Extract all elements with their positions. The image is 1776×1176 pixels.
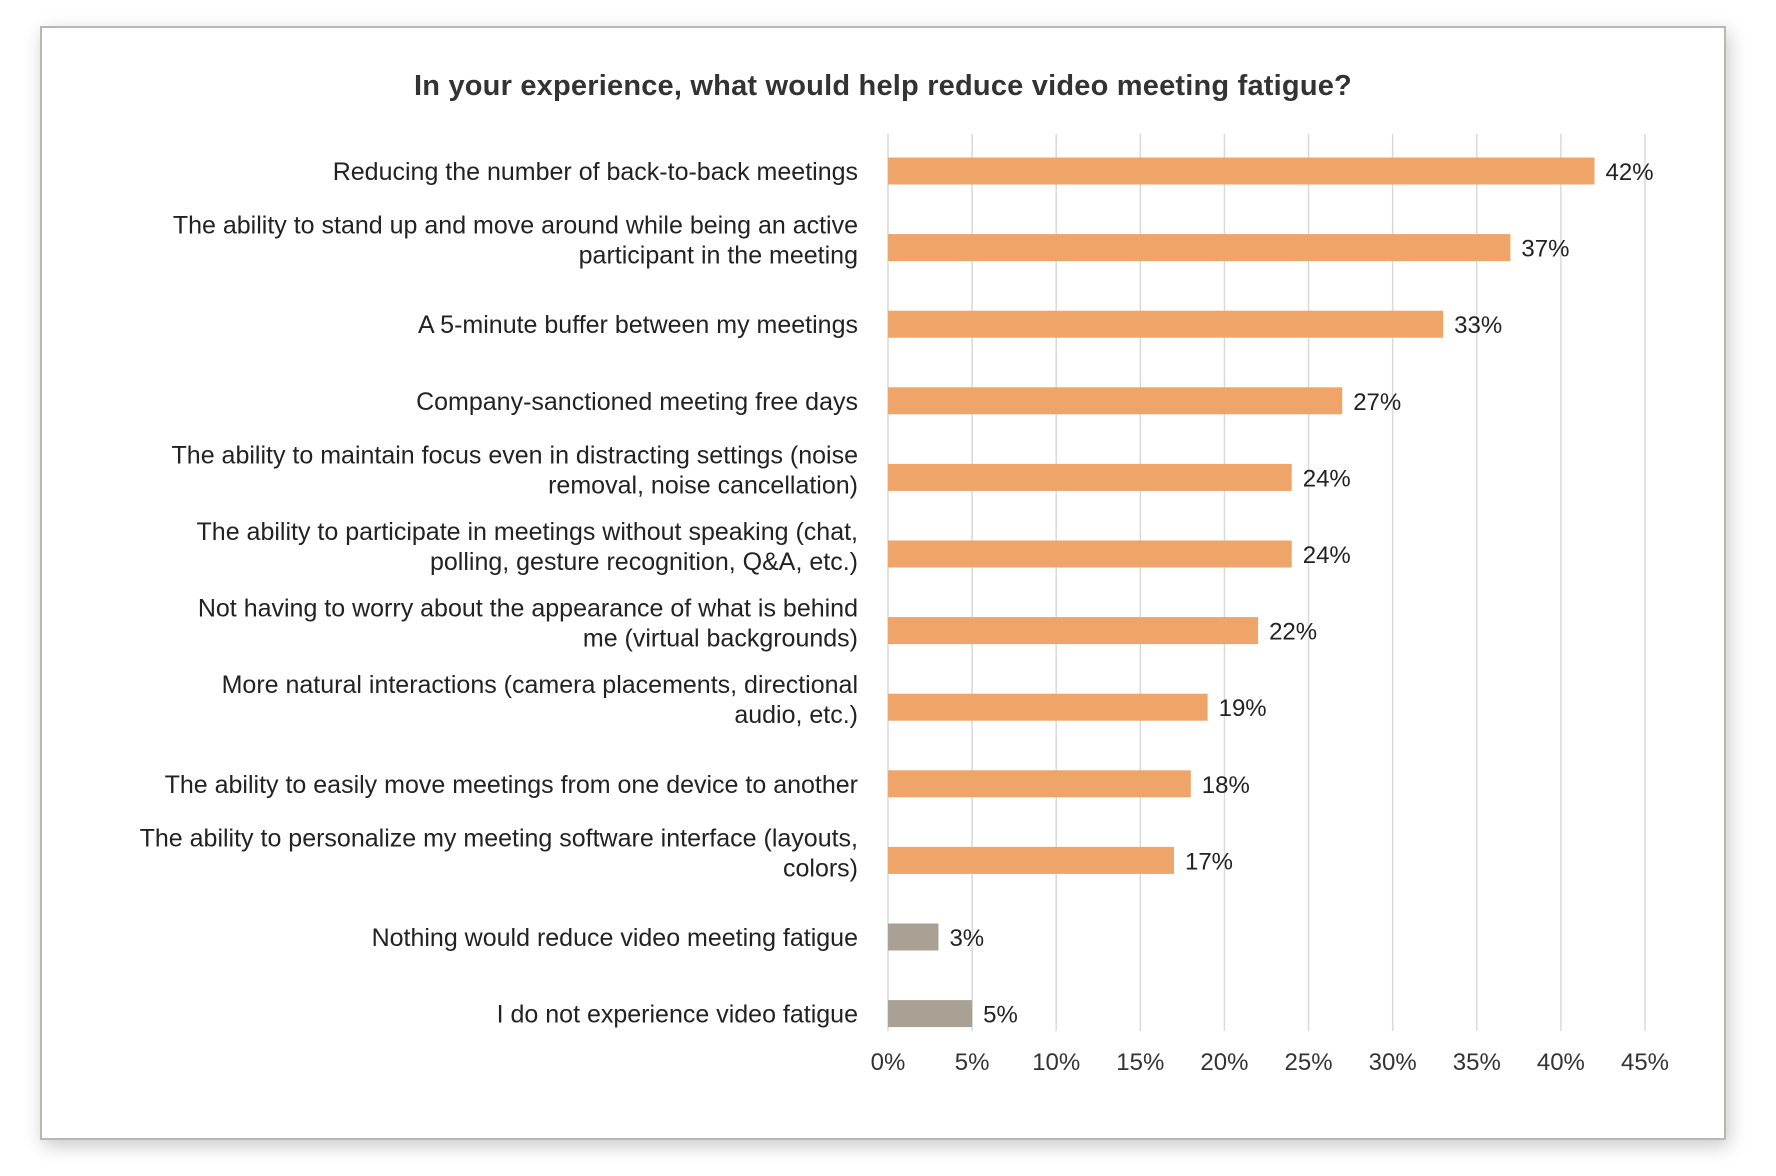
category-label: Not having to worry about the appearance… — [198, 595, 858, 623]
bar — [888, 234, 1511, 262]
bar-value-label: 42% — [1606, 159, 1654, 186]
bar — [888, 157, 1595, 185]
bar-chart: 0% 5% 10% 15% 20% 25% 30% 35% 40% 45% 42% Reducing … — [140, 134, 1669, 1076]
x-tick-label: 25% — [1285, 1049, 1333, 1076]
x-tick-label: 45% — [1621, 1049, 1669, 1076]
bar-value-label: 33% — [1454, 312, 1502, 339]
bar-value-label: 17% — [1185, 848, 1233, 875]
category-label: Nothing would reduce video meeting fatig… — [372, 924, 858, 952]
category-label: The ability to easily move meetings from… — [165, 771, 858, 799]
bar — [888, 540, 1292, 568]
category-label: Company-sanctioned meeting free days — [416, 388, 858, 416]
bar — [888, 770, 1191, 798]
category-label: I do not experience video fatigue — [497, 1001, 858, 1029]
x-tick-label: 40% — [1537, 1049, 1585, 1076]
chart-frame: In your experience, what would help redu… — [40, 26, 1726, 1140]
x-tick-label: 10% — [1032, 1049, 1080, 1076]
bar-value-label: 24% — [1303, 465, 1351, 492]
bar-value-label: 18% — [1202, 772, 1250, 799]
category-label: removal, noise cancellation) — [548, 471, 858, 499]
category-label: colors) — [783, 854, 858, 882]
bar-value-label: 24% — [1303, 542, 1351, 569]
bar — [888, 1000, 973, 1028]
category-label: The ability to maintain focus even in di… — [172, 441, 858, 469]
x-tick-label: 0% — [871, 1049, 906, 1076]
category-label: participant in the meeting — [579, 242, 858, 270]
bar-value-label: 19% — [1219, 695, 1267, 722]
category-label: me (virtual backgrounds) — [583, 625, 858, 653]
category-label: The ability to stand up and move around … — [173, 212, 858, 240]
category-label: polling, gesture recognition, Q&A, etc.) — [430, 548, 858, 576]
bar — [888, 693, 1208, 721]
category-label: A 5-minute buffer between my meetings — [418, 311, 858, 339]
bar — [888, 310, 1444, 338]
bar-value-label: 5% — [983, 1002, 1018, 1029]
category-label: The ability to participate in meetings w… — [197, 518, 858, 546]
category-label: Reducing the number of back-to-back meet… — [333, 158, 858, 186]
x-tick-label: 30% — [1369, 1049, 1417, 1076]
bar-value-label: 3% — [949, 925, 984, 952]
bar — [888, 846, 1174, 874]
category-label: The ability to personalize my meeting so… — [140, 824, 858, 852]
category-label: audio, etc.) — [734, 701, 858, 729]
x-tick-label: 15% — [1116, 1049, 1164, 1076]
bar — [888, 463, 1292, 491]
bar — [888, 617, 1259, 645]
bar — [888, 387, 1343, 415]
x-tick-label: 5% — [955, 1049, 990, 1076]
x-tick-label: 20% — [1200, 1049, 1248, 1076]
x-tick-label: 35% — [1453, 1049, 1501, 1076]
bar-value-label: 27% — [1353, 389, 1401, 416]
bar — [888, 923, 939, 951]
category-label: More natural interactions (camera placem… — [222, 671, 858, 699]
bar-value-label: 22% — [1269, 619, 1317, 646]
chart-title: In your experience, what would help redu… — [414, 70, 1352, 102]
bar-value-label: 37% — [1521, 236, 1569, 263]
